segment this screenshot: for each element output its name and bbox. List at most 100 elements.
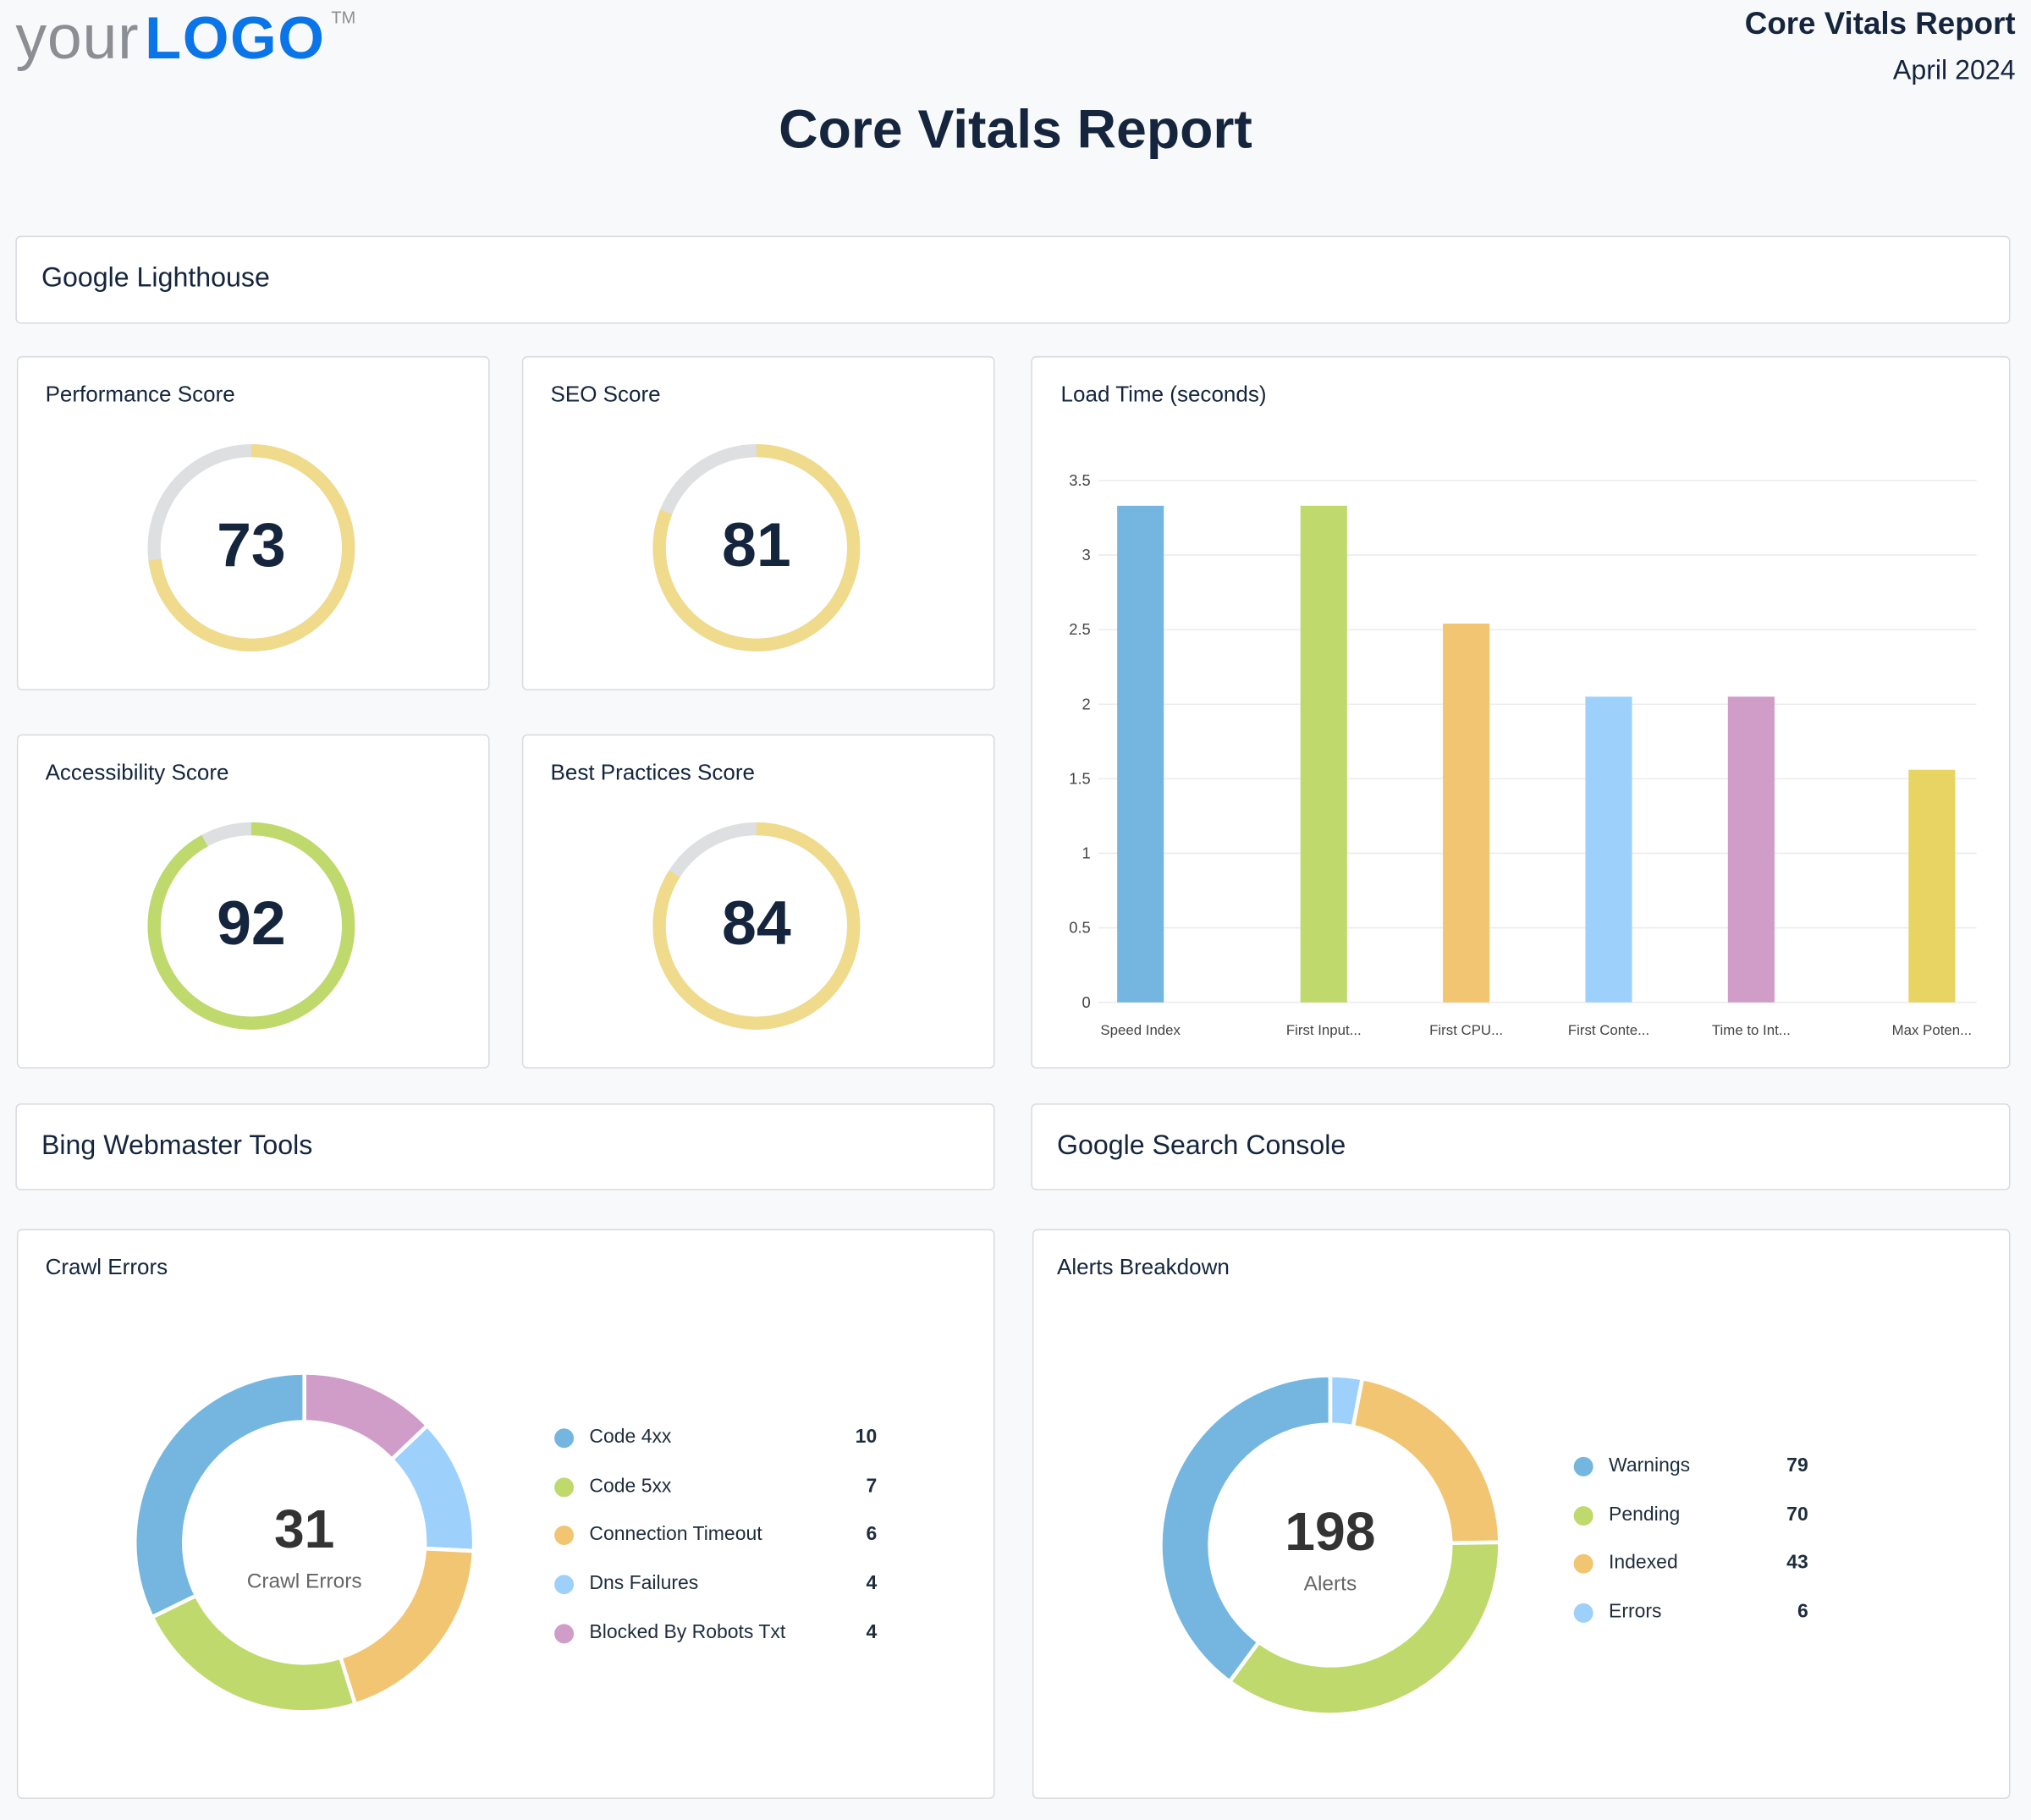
legend-value: 4: [866, 1621, 878, 1644]
alerts-breakdown-card: Alerts Breakdown 198 Alerts Warnings 79 Pend…: [1032, 1229, 2011, 1800]
legend-label: Pending: [1609, 1503, 1681, 1526]
donut-slice[interactable]: [149, 1592, 358, 1714]
x-tick-label: Max Poten...: [1892, 1022, 1972, 1038]
legend-value: 70: [1786, 1503, 1808, 1526]
legend-dot-icon: [554, 1624, 575, 1644]
seo-score-card: SEO Score 81: [521, 355, 995, 690]
y-tick-label: 2.5: [1069, 620, 1091, 638]
score-gauge: [147, 822, 355, 1030]
legend-value: 6: [866, 1523, 878, 1546]
legend-label: Warnings: [1609, 1454, 1691, 1476]
score-value: 73: [217, 511, 286, 580]
x-tick-label: First Conte...: [1568, 1022, 1649, 1038]
page-title: Core Vitals Report: [779, 98, 1252, 160]
legend-item[interactable]: Errors 6: [1573, 1600, 1808, 1626]
section-title: Google Lighthouse: [41, 262, 270, 293]
y-tick-label: 1.5: [1069, 769, 1091, 787]
score-gauge: [147, 443, 355, 652]
load-time-card: Load Time (seconds) 0 0.5 1 1.5 2 2.5 3 3.5 Spee…: [1031, 355, 2011, 1069]
crawl-errors-card: Crawl Errors 31 Crawl Errors Code 4xx 10 Cod…: [16, 1229, 995, 1800]
alerts-breakdown-title: Alerts Breakdown: [1056, 1255, 1230, 1280]
score-title: Accessibility Score: [45, 760, 229, 785]
legend-item[interactable]: Pending 70: [1573, 1503, 1808, 1529]
legend-label: Indexed: [1609, 1551, 1678, 1574]
donut-chart: 31 Crawl Errors: [132, 1371, 476, 1714]
bar[interactable]: [1727, 696, 1775, 1003]
y-tick-label: 0.5: [1069, 919, 1091, 937]
donut-slice[interactable]: [1159, 1373, 1333, 1685]
legend-value: 10: [855, 1426, 878, 1449]
gauge-fill: [147, 822, 355, 1030]
header-report-name: Core Vitals Report: [1744, 6, 2016, 41]
bar[interactable]: [1117, 505, 1164, 1003]
y-tick-label: 1: [1082, 844, 1091, 862]
section-title: Google Search Console: [1056, 1130, 1346, 1161]
legend-label: Connection Timeout: [589, 1523, 762, 1546]
legend-label: Dns Failures: [589, 1572, 699, 1595]
legend-item[interactable]: Dns Failures 4: [554, 1572, 877, 1598]
donut-center-value: 198: [1285, 1501, 1375, 1562]
header-date: April 2024: [1892, 55, 2016, 86]
bar[interactable]: [1908, 769, 1956, 1003]
legend-item[interactable]: Code 5xx 7: [554, 1475, 877, 1501]
bar[interactable]: [1443, 624, 1490, 1003]
performance-score-card: Performance Score 73: [16, 355, 490, 690]
legend-item[interactable]: Code 4xx 10: [554, 1426, 877, 1452]
legend-dot-icon: [1573, 1456, 1593, 1476]
legend-label: Code 5xx: [589, 1474, 672, 1497]
score-value: 84: [721, 889, 791, 959]
logo-text-light: your: [15, 3, 140, 73]
section-title: Bing Webmaster Tools: [41, 1130, 313, 1161]
legend-dot-icon: [554, 1476, 575, 1497]
legend-label: Errors: [1609, 1600, 1662, 1623]
logo-tm: TM: [331, 8, 356, 28]
load-time-title: Load Time (seconds): [1060, 382, 1267, 407]
section-header-bing: Bing Webmaster Tools: [15, 1103, 995, 1190]
score-title: SEO Score: [550, 382, 661, 407]
legend-item[interactable]: Indexed 43: [1573, 1551, 1808, 1578]
crawl-errors-title: Crawl Errors: [45, 1255, 168, 1280]
legend-dot-icon: [554, 1575, 575, 1595]
legend-value: 43: [1786, 1551, 1808, 1574]
section-header-gsc: Google Search Console: [1031, 1103, 2011, 1190]
legend-dot-icon: [554, 1428, 575, 1449]
legend-dot-icon: [1573, 1553, 1593, 1574]
score-title: Best Practices Score: [550, 760, 756, 785]
bar[interactable]: [1585, 696, 1632, 1003]
legend-value: 7: [866, 1474, 878, 1497]
x-tick-label: Time to Int...: [1712, 1022, 1791, 1038]
y-tick-label: 3: [1082, 546, 1091, 564]
x-tick-label: First Input...: [1286, 1022, 1362, 1038]
legend-label: Code 4xx: [589, 1426, 672, 1449]
load-time-bar-chart: 0 0.5 1 1.5 2 2.5 3 3.5 Speed Index First Input..…: [1069, 471, 1977, 1038]
score-value: 81: [721, 511, 791, 580]
legend-item[interactable]: Connection Timeout 6: [554, 1524, 877, 1550]
score-value: 92: [217, 889, 286, 959]
legend-value: 79: [1786, 1454, 1808, 1476]
donut-slice[interactable]: [1226, 1540, 1502, 1717]
gauge-fill: [147, 443, 355, 652]
legend-dot-icon: [554, 1526, 575, 1546]
best-practices-score-card: Best Practices Score 84: [521, 734, 995, 1069]
donut-center-label: Crawl Errors: [247, 1570, 362, 1593]
y-tick-label: 3.5: [1069, 471, 1091, 489]
donut-center-value: 31: [274, 1498, 334, 1559]
legend-value: 6: [1797, 1600, 1808, 1623]
score-gauge: [652, 443, 861, 652]
x-tick-label: First CPU...: [1429, 1022, 1503, 1038]
bar[interactable]: [1300, 505, 1347, 1003]
score-gauge: [652, 822, 861, 1030]
donut-center-label: Alerts: [1304, 1573, 1357, 1596]
y-tick-label: 2: [1082, 695, 1091, 712]
logo-text-bold: LOGO: [145, 3, 326, 72]
accessibility-score-card: Accessibility Score 92: [16, 734, 490, 1069]
logo: your LOGO TM: [15, 3, 355, 80]
legend-value: 4: [866, 1572, 878, 1595]
legend-item[interactable]: Warnings 79: [1573, 1454, 1808, 1481]
x-tick-label: Speed Index: [1100, 1022, 1181, 1038]
donut-slice[interactable]: [132, 1371, 306, 1620]
legend-dot-icon: [1573, 1505, 1593, 1526]
legend-item[interactable]: Blocked By Robots Txt 4: [554, 1621, 877, 1647]
y-tick-label: 0: [1082, 993, 1091, 1011]
